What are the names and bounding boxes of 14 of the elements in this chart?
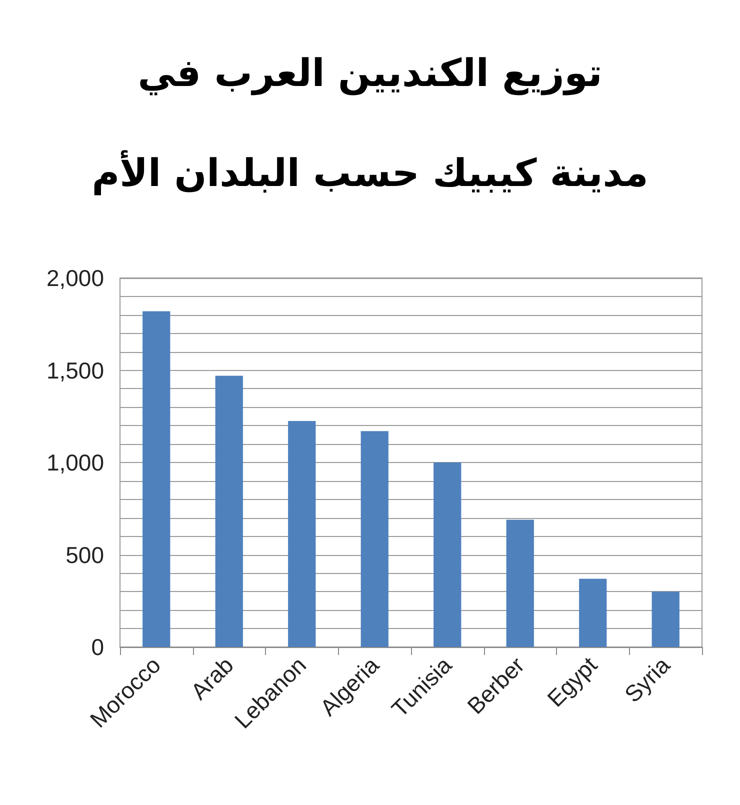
bar bbox=[434, 462, 462, 647]
bar bbox=[360, 431, 388, 647]
y-tick-label: 2,000 bbox=[46, 265, 104, 291]
bar bbox=[506, 520, 534, 647]
y-tick-label: 1,500 bbox=[46, 357, 104, 384]
bar bbox=[579, 578, 607, 647]
y-tick-label: 1,000 bbox=[46, 450, 104, 476]
bar bbox=[142, 311, 170, 647]
chart-title: توزيع الكنديين العرب في مدينة كيبيك حسب البلدان الأم bbox=[92, 51, 648, 195]
y-tick-label: 0 bbox=[91, 634, 104, 660]
bar bbox=[652, 592, 680, 647]
y-tick-label: 500 bbox=[66, 542, 104, 568]
bar bbox=[215, 376, 243, 647]
bar bbox=[288, 420, 316, 647]
